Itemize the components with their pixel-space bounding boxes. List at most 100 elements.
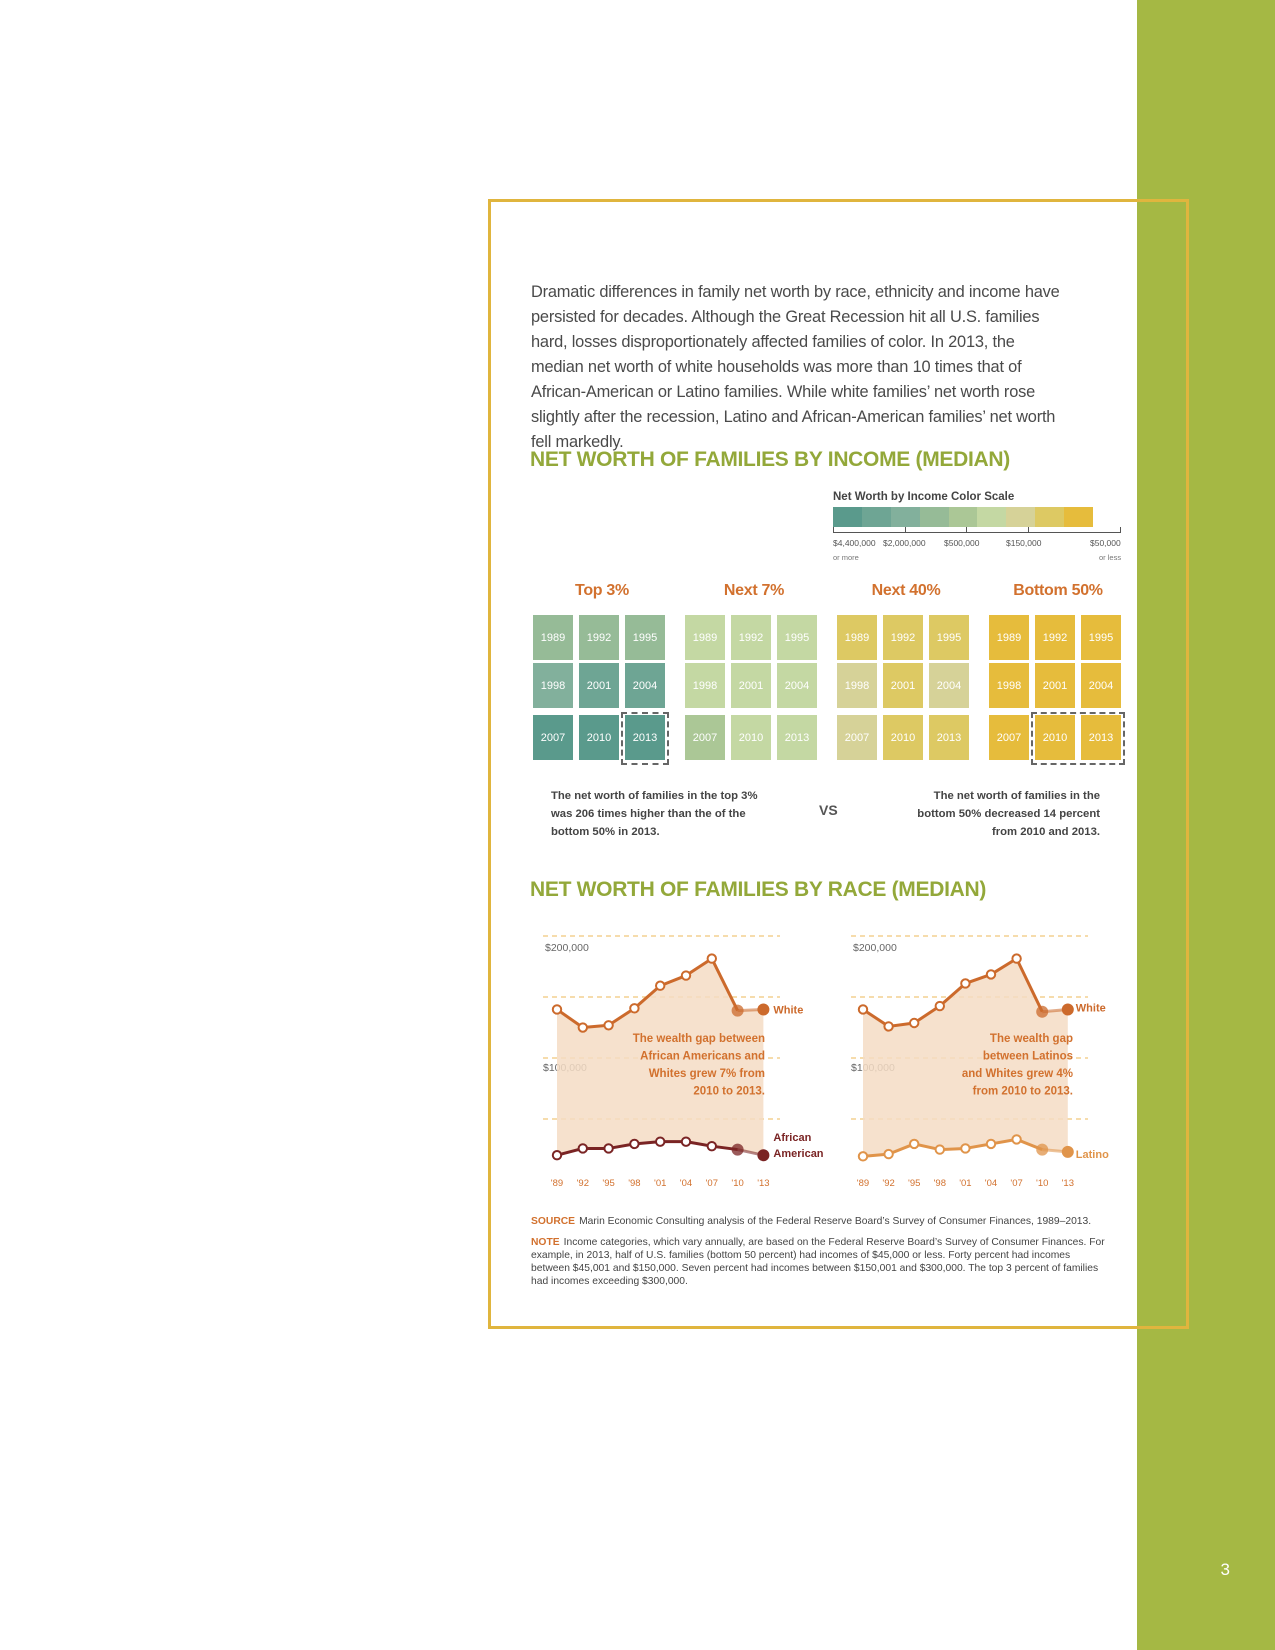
heatmap-cell: 1989 bbox=[989, 615, 1029, 660]
x-tick-label: '10 bbox=[1036, 1178, 1048, 1189]
income-group-title: Bottom 50% bbox=[1013, 582, 1103, 599]
gap-annotation: Whites grew 7% from bbox=[649, 1068, 765, 1080]
note-text: Income categories, which vary annually, … bbox=[531, 1237, 1105, 1287]
heatmap-cell: 2004 bbox=[929, 663, 969, 708]
heatmap-cell: 1989 bbox=[837, 615, 877, 660]
heatmap-cell: 2001 bbox=[731, 663, 771, 708]
data-point bbox=[857, 1151, 869, 1162]
heatmap-cell: 2013 bbox=[625, 715, 665, 760]
heatmap-cell: 2001 bbox=[883, 663, 923, 708]
color-scale-sublabel: or less bbox=[1099, 553, 1122, 562]
x-tick-label: '07 bbox=[1010, 1178, 1022, 1189]
gap-annotation: The wealth gap between bbox=[633, 1033, 765, 1045]
series-label: White bbox=[773, 1004, 803, 1016]
income-note: NOTE Income categories, which vary annual… bbox=[531, 1236, 1111, 1288]
source-text: Marin Economic Consulting analysis of th… bbox=[579, 1216, 1092, 1227]
data-point bbox=[731, 1143, 744, 1156]
color-scale-swatch bbox=[1035, 507, 1065, 527]
x-tick-label: '10 bbox=[731, 1178, 743, 1189]
color-scale-tick bbox=[905, 527, 906, 533]
series-line-segment bbox=[633, 984, 662, 1010]
income-section-title: NET WORTH OF FAMILIES BY INCOME (MEDIAN) bbox=[530, 448, 1010, 471]
color-scale-bar bbox=[833, 507, 1094, 527]
heatmap-cell: 2007 bbox=[685, 715, 725, 760]
heatmap-cell: 1995 bbox=[625, 615, 665, 660]
heatmap-cell: 2013 bbox=[777, 715, 817, 760]
color-scale-label: $2,000,000 bbox=[883, 538, 926, 548]
data-point bbox=[706, 1140, 718, 1152]
heatmap-cell: 2007 bbox=[837, 715, 877, 760]
heatmap-cell: 2013 bbox=[929, 715, 969, 760]
series-label: White bbox=[1076, 1002, 1106, 1014]
color-scale-swatch bbox=[890, 507, 920, 527]
color-scale-label: $50,000 bbox=[1090, 538, 1121, 548]
heatmap-cell: 1989 bbox=[533, 615, 573, 660]
wealth-gap-area bbox=[557, 958, 764, 1156]
x-tick-label: '95 bbox=[602, 1178, 614, 1189]
heatmap-cell: 1992 bbox=[731, 615, 771, 660]
x-tick-label: '13 bbox=[757, 1178, 769, 1189]
x-tick-label: '04 bbox=[680, 1178, 692, 1189]
color-scale-swatch bbox=[1064, 507, 1094, 527]
source-note: SOURCE Marin Economic Consulting analysis… bbox=[531, 1215, 1111, 1228]
data-point bbox=[603, 1020, 614, 1031]
heatmap-cell: 2001 bbox=[579, 663, 619, 708]
data-point bbox=[577, 1143, 588, 1154]
data-point bbox=[603, 1143, 614, 1154]
heatmap-cell: 1992 bbox=[1035, 615, 1075, 660]
data-point bbox=[1011, 1134, 1022, 1145]
x-tick-label: '89 bbox=[857, 1178, 869, 1189]
data-point bbox=[706, 953, 718, 964]
data-point bbox=[985, 1138, 997, 1150]
data-point bbox=[960, 978, 971, 989]
data-point bbox=[655, 980, 666, 991]
highlight-box bbox=[1031, 712, 1125, 765]
caption-top3: The net worth of families in the top 3% … bbox=[551, 790, 758, 838]
color-scale-swatch bbox=[861, 507, 891, 527]
income-group-title: Top 3% bbox=[575, 582, 629, 599]
color-scale-swatch bbox=[919, 507, 949, 527]
data-point bbox=[909, 1017, 920, 1029]
data-point bbox=[1061, 1145, 1074, 1158]
color-scale-label: $150,000 bbox=[1006, 538, 1042, 548]
y-tick-label: $200,000 bbox=[545, 942, 589, 954]
heatmap-cell: 2004 bbox=[625, 663, 665, 708]
highlight-box bbox=[621, 712, 669, 765]
gap-annotation: The wealth gap bbox=[990, 1033, 1073, 1045]
x-tick-label: '01 bbox=[959, 1178, 971, 1189]
color-scale-tick bbox=[1120, 527, 1121, 533]
data-point bbox=[757, 1003, 770, 1016]
color-scale-swatch bbox=[1006, 507, 1036, 527]
color-scale-tick bbox=[1028, 527, 1029, 533]
data-point bbox=[1036, 1005, 1049, 1018]
data-point bbox=[1061, 1003, 1074, 1016]
x-tick-label: '92 bbox=[882, 1178, 894, 1189]
heatmap-cell: 1989 bbox=[685, 615, 725, 660]
heatmap-cell: 2007 bbox=[989, 715, 1029, 760]
heatmap-cell: 2010 bbox=[883, 715, 923, 760]
gap-annotation: 2010 to 2013. bbox=[693, 1086, 765, 1098]
data-point bbox=[680, 970, 692, 981]
color-scale-axis bbox=[833, 532, 1121, 533]
gap-annotation: between Latinos bbox=[983, 1051, 1073, 1063]
series-label: Latino bbox=[1076, 1149, 1109, 1161]
color-scale-tick bbox=[833, 527, 834, 533]
heatmap-cell: 1998 bbox=[837, 663, 877, 708]
series-line-segment bbox=[556, 1008, 584, 1029]
heatmap-cell: 1998 bbox=[989, 663, 1029, 708]
x-tick-label: '98 bbox=[628, 1178, 640, 1189]
data-point bbox=[655, 1136, 666, 1147]
data-point bbox=[577, 1022, 588, 1033]
data-point bbox=[1011, 953, 1022, 964]
data-point bbox=[1036, 1143, 1049, 1156]
gap-annotation: African Americans and bbox=[640, 1051, 765, 1063]
color-scale-label: $4,400,000 bbox=[833, 538, 876, 548]
data-point bbox=[629, 1138, 640, 1150]
data-point bbox=[985, 969, 997, 980]
x-tick-label: '13 bbox=[1062, 1178, 1074, 1189]
heatmap-cell: 1995 bbox=[929, 615, 969, 660]
x-tick-label: '01 bbox=[654, 1178, 666, 1189]
series-line-segment bbox=[938, 982, 967, 1008]
income-group-title: Next 40% bbox=[871, 582, 941, 599]
